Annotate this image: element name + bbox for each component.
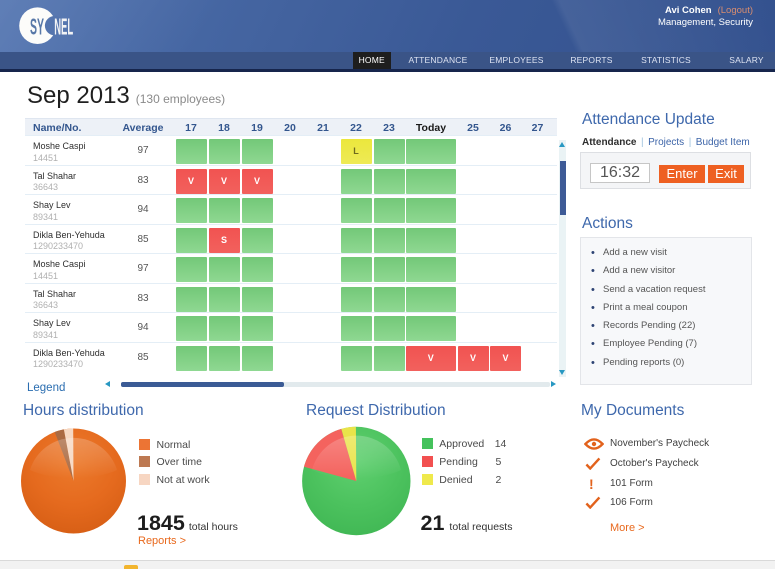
svg-text:SY: SY — [30, 13, 44, 39]
svg-text:NEL: NEL — [54, 13, 73, 39]
